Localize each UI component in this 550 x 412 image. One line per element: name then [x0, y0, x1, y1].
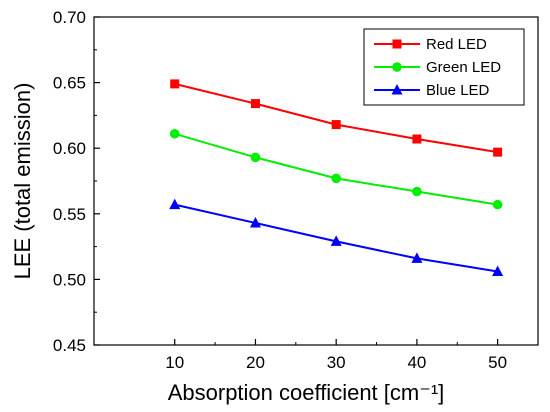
y-tick-label: 0.50	[53, 270, 86, 289]
legend-label-green-led: Green LED	[426, 59, 501, 76]
y-tick-label: 0.55	[53, 205, 86, 224]
data-point-red-led	[250, 99, 260, 109]
y-tick-label: 0.60	[53, 139, 86, 158]
data-point-blue-led	[330, 235, 342, 246]
data-point-red-led	[493, 147, 503, 157]
data-point-red-led	[170, 79, 180, 89]
data-point-green-led	[492, 199, 503, 210]
x-axis-title: Absorption coefficient [cm⁻¹]	[168, 380, 445, 405]
y-tick-label: 0.70	[53, 8, 86, 27]
data-point-blue-led	[169, 198, 181, 210]
data-point-blue-led	[411, 252, 423, 263]
y-axis-title: LEE (total emission)	[10, 83, 35, 280]
data-point-green-led	[250, 152, 261, 163]
data-point-red-led	[412, 134, 422, 144]
legend-marker-blue-led	[391, 84, 403, 95]
x-tick-label: 10	[165, 353, 184, 372]
x-tick-label: 20	[246, 353, 265, 372]
data-point-green-led	[169, 128, 180, 139]
legend-label-blue-led: Blue LED	[426, 82, 490, 99]
x-tick-label: 50	[488, 353, 507, 372]
y-tick-label: 0.45	[53, 336, 86, 355]
legend: Red LED Green LED Blue LED	[363, 28, 525, 106]
data-point-green-led	[412, 186, 422, 197]
plot-area	[169, 79, 504, 277]
axes: 10 20 30 40 50 0.45 0.50 0.55 0.60 0.65 0.70 Absorp…	[10, 8, 539, 405]
legend-label-red-led: Red LED	[426, 36, 487, 53]
data-point-blue-led	[249, 216, 261, 228]
data-point-green-led	[331, 173, 341, 184]
legend-marker-green-led	[392, 62, 402, 72]
legend-marker-red-led	[392, 39, 402, 49]
data-point-blue-led	[492, 265, 504, 277]
x-tick-label: 40	[407, 353, 426, 372]
y-tick-label: 0.65	[53, 74, 86, 93]
x-tick-label: 30	[327, 353, 346, 372]
data-point-red-led	[331, 120, 341, 130]
